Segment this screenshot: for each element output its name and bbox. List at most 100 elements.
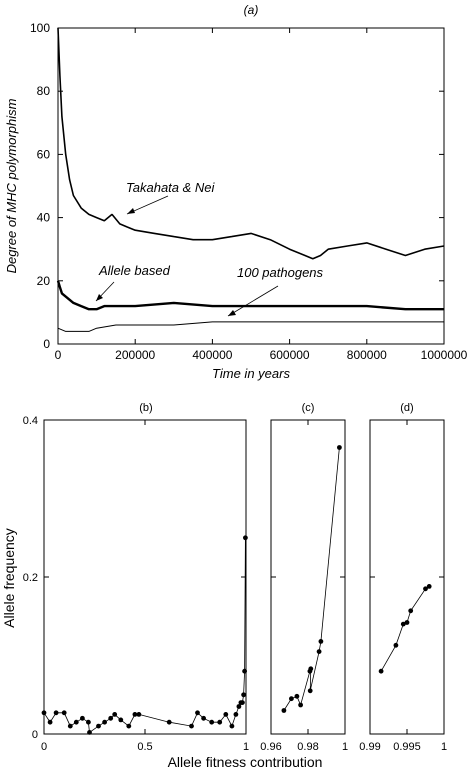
data-point xyxy=(132,712,138,717)
panel-b: (b) 0 0.5 1 0 0.2 0.4 xyxy=(23,402,249,753)
data-point xyxy=(393,642,399,648)
x-tick-label: 800000 xyxy=(347,348,387,362)
data-point xyxy=(67,723,73,729)
x-tick-label: 600000 xyxy=(270,348,310,362)
data-point xyxy=(73,719,79,725)
data-point xyxy=(41,710,47,716)
data-point xyxy=(404,620,410,625)
panel-d-ticks: 0.99 0.995 1 xyxy=(359,419,447,753)
data-point xyxy=(281,708,287,713)
data-point xyxy=(318,639,324,644)
data-point xyxy=(189,723,194,729)
data-point xyxy=(80,715,85,721)
bottom-x-axis-label: Allele fitness contribution xyxy=(168,754,323,770)
data-point xyxy=(408,608,414,614)
annotation-allele-based: Allele based xyxy=(98,263,171,278)
data-point xyxy=(423,586,428,592)
panel-a-x-ticks: 0 200000 400000 600000 800000 1000000 xyxy=(55,28,468,362)
series-line xyxy=(380,586,430,672)
arrowhead-takahata-nei xyxy=(127,208,135,214)
panel-a: (a) 0 20 40 60 80 100 0 200000 400000 600000 8000… xyxy=(4,3,468,381)
arrowhead-100-pathogens xyxy=(228,310,236,316)
data-point xyxy=(47,719,53,725)
y-tick-label: 80 xyxy=(37,84,51,98)
data-point xyxy=(236,704,242,709)
data-point xyxy=(308,666,314,672)
x-tick-label: 0.5 xyxy=(137,741,152,753)
series-line-1 xyxy=(57,27,445,260)
y-tick-label: 0.4 xyxy=(23,415,38,427)
x-tick-label: 0.96 xyxy=(260,741,281,753)
x-tick-label: 0 xyxy=(41,741,47,753)
data-point xyxy=(240,700,245,705)
data-point xyxy=(223,712,229,717)
arrowhead-allele-based xyxy=(96,294,103,301)
data-point xyxy=(378,668,384,674)
data-point xyxy=(61,710,67,716)
y-tick-label: 40 xyxy=(37,211,51,225)
y-tick-label: 60 xyxy=(37,147,51,161)
arrow-100-pathogens xyxy=(227,285,279,317)
y-tick-label: 0.2 xyxy=(23,572,38,584)
panel-b-title: (b) xyxy=(139,402,152,414)
panel-a-series xyxy=(56,27,445,332)
data-point xyxy=(289,696,294,702)
y-tick-label: 20 xyxy=(37,274,51,288)
bottom-y-axis-label: Allele frequency xyxy=(1,528,17,628)
x-tick-label: 0.99 xyxy=(359,741,380,753)
data-point xyxy=(126,723,132,729)
data-point xyxy=(201,715,207,721)
panel-d: (d) 0.99 0.995 1 xyxy=(359,402,447,753)
panel-a-x-axis-label: Time in years xyxy=(212,366,290,381)
data-point xyxy=(53,710,59,716)
data-point xyxy=(108,715,114,721)
data-point xyxy=(96,723,101,729)
y-tick-label: 100 xyxy=(30,21,50,35)
data-point xyxy=(307,688,313,694)
annotation-takahata-nei: Takahata & Nei xyxy=(126,180,216,195)
panel-d-frame xyxy=(369,419,445,735)
data-point xyxy=(209,719,215,725)
x-tick-label: 1 xyxy=(243,741,249,753)
panel-d-title: (d) xyxy=(400,402,413,414)
data-point xyxy=(241,692,247,698)
annotation-100-pathogens: 100 pathogens xyxy=(237,265,324,280)
x-tick-label: 400000 xyxy=(192,348,232,362)
data-point xyxy=(233,712,239,717)
data-point xyxy=(400,621,406,627)
panel-a-y-ticks: 0 20 40 60 80 100 xyxy=(30,21,444,351)
y-tick-label: 0 xyxy=(32,729,38,741)
data-point xyxy=(118,717,124,723)
series-line-2 xyxy=(56,280,444,311)
x-tick-label: 1 xyxy=(342,741,348,753)
data-point xyxy=(294,693,300,699)
data-point xyxy=(229,723,235,729)
data-point xyxy=(86,719,91,725)
data-point xyxy=(217,719,223,725)
panel-b-ticks: 0 0.5 1 0 0.2 0.4 xyxy=(23,415,249,753)
x-tick-label: 1000000 xyxy=(421,348,468,362)
series-line-3 xyxy=(57,321,444,332)
panel-b-series xyxy=(41,535,248,735)
data-point xyxy=(316,649,322,654)
x-tick-label: 0.98 xyxy=(297,741,318,753)
series-line xyxy=(43,537,246,734)
data-point xyxy=(195,710,200,716)
x-tick-label: 0 xyxy=(55,348,62,362)
data-point xyxy=(243,535,248,541)
data-point xyxy=(298,702,303,708)
panel-c: (c) 0.96 0.98 1 xyxy=(260,402,348,753)
data-point xyxy=(166,719,172,725)
y-tick-label: 0 xyxy=(43,337,50,351)
data-point xyxy=(426,584,432,589)
panel-a-title: (a) xyxy=(244,3,259,17)
panel-a-y-axis-label: Degree of MHC polymorphism xyxy=(4,98,19,273)
x-tick-label: 0.995 xyxy=(393,741,421,753)
panel-d-series xyxy=(378,584,432,674)
data-point xyxy=(87,730,92,735)
x-tick-label: 1 xyxy=(441,741,447,753)
panel-c-title: (c) xyxy=(302,402,315,414)
data-point xyxy=(102,719,107,725)
data-point xyxy=(242,668,248,674)
